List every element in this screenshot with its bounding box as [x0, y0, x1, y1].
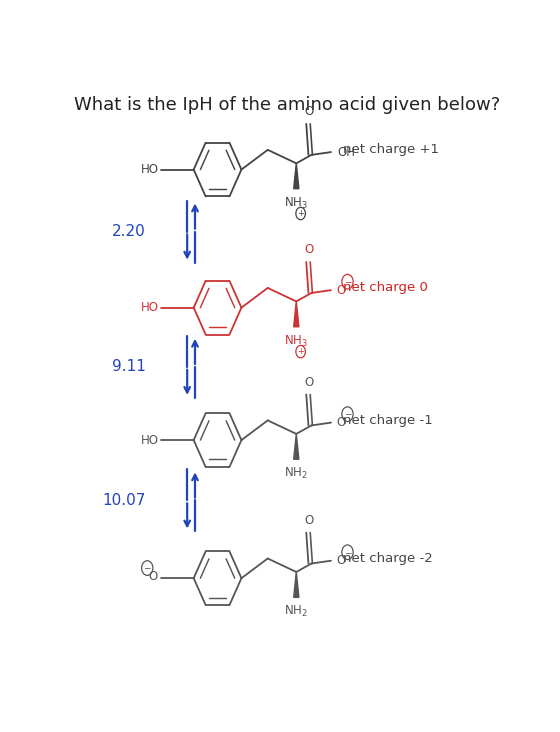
Text: NH$_2$: NH$_2$	[284, 466, 308, 481]
Text: OH: OH	[338, 146, 356, 159]
Text: net charge +1: net charge +1	[343, 143, 440, 157]
Text: HO: HO	[141, 301, 159, 314]
Text: −: −	[143, 564, 151, 572]
Polygon shape	[293, 572, 299, 597]
Text: What is the IpH of the amino acid given below?: What is the IpH of the amino acid given …	[74, 97, 501, 114]
Text: net charge 0: net charge 0	[343, 281, 428, 294]
Text: +: +	[297, 209, 304, 218]
Text: 9.11: 9.11	[112, 359, 146, 374]
Text: HO: HO	[141, 163, 159, 176]
Text: O: O	[336, 416, 346, 429]
Polygon shape	[293, 434, 299, 459]
Text: O: O	[305, 105, 314, 119]
Text: 10.07: 10.07	[102, 493, 146, 508]
Text: −: −	[344, 277, 351, 286]
Text: O: O	[149, 570, 158, 583]
Text: +: +	[297, 347, 304, 356]
Polygon shape	[293, 163, 299, 189]
Text: NH$_3$: NH$_3$	[284, 334, 308, 348]
Text: 2.20: 2.20	[112, 224, 146, 239]
Text: O: O	[305, 514, 314, 527]
Text: NH$_3$: NH$_3$	[284, 195, 308, 211]
Text: NH$_2$: NH$_2$	[284, 604, 308, 619]
Text: O: O	[305, 376, 314, 389]
Text: O: O	[336, 554, 346, 567]
Text: O: O	[336, 284, 346, 296]
Text: net charge -2: net charge -2	[343, 552, 433, 565]
Text: O: O	[305, 243, 314, 256]
Polygon shape	[293, 302, 299, 326]
Text: net charge -1: net charge -1	[343, 414, 433, 427]
Text: −: −	[344, 410, 351, 419]
Text: HO: HO	[141, 433, 159, 447]
Text: −: −	[344, 548, 351, 557]
